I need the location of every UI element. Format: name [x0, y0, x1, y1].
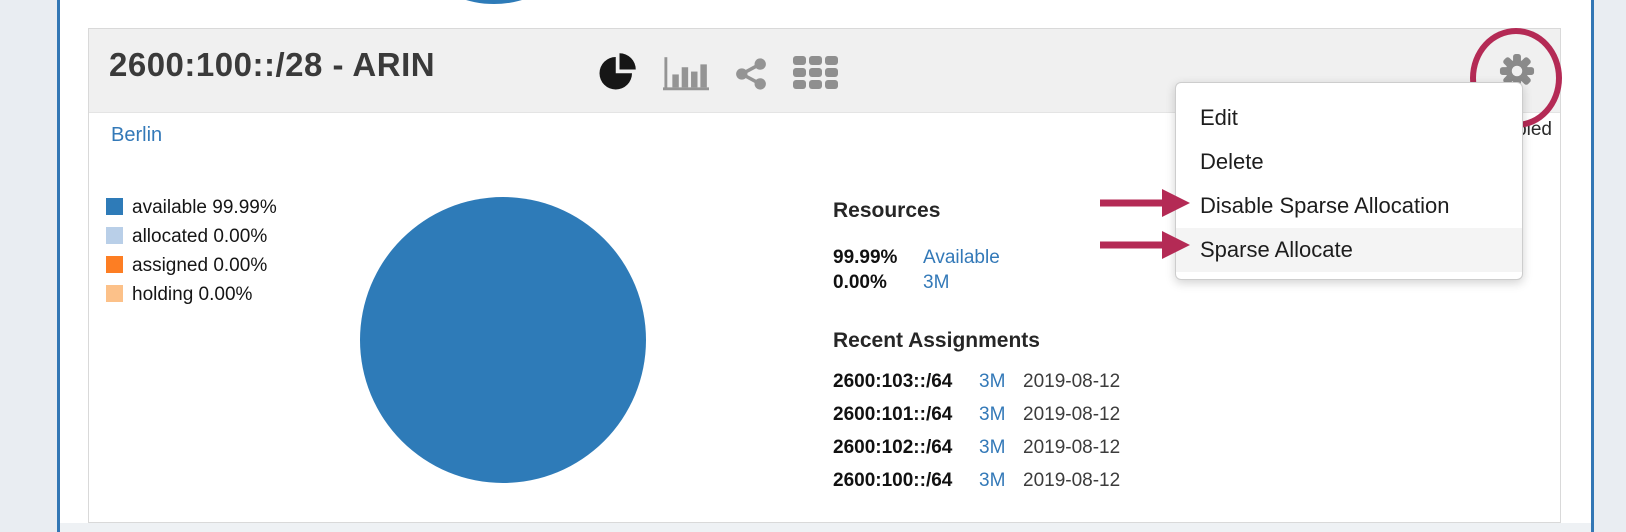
menu-item-disable-sparse-allocation[interactable]: Disable Sparse Allocation — [1200, 193, 1450, 218]
available-link[interactable]: Available — [923, 247, 1000, 268]
recent-assignments-list: 2600:103::/64 3M 2019-08-12 2600:101::/64 3… — [833, 371, 1120, 503]
resources-heading: Resources — [833, 199, 941, 222]
legend-item-allocated: allocated 0.00% — [106, 226, 277, 255]
region-link[interactable]: Berlin — [111, 124, 163, 146]
legend-label: holding 0.00% — [132, 284, 253, 305]
legend-item-available: available 99.99% — [106, 197, 277, 226]
menu-item-delete[interactable]: Delete — [1200, 149, 1264, 174]
legend-label: assigned 0.00% — [132, 255, 268, 276]
assignment-row: 2600:102::/64 3M 2019-08-12 — [833, 437, 1120, 470]
card-header: 2600:100::/28 - ARIN — [89, 29, 1560, 113]
assignment-block: 2600:100::/64 — [833, 470, 953, 491]
legend-item-holding: holding 0.00% — [106, 284, 277, 313]
resource-value: 99.99% — [833, 247, 898, 268]
resource-value: 0.00% — [833, 272, 887, 293]
pie-chart-view-icon[interactable] — [597, 52, 637, 97]
share-icon[interactable] — [734, 57, 768, 96]
assignment-date: 2019-08-12 — [1023, 371, 1121, 392]
assignment-row: 2600:100::/64 3M 2019-08-12 — [833, 470, 1120, 503]
recent-assignments-heading: Recent Assignments — [833, 329, 1040, 352]
annotation-arrow — [1100, 188, 1192, 223]
left-rail — [57, 0, 60, 532]
assignment-row: 2600:103::/64 3M 2019-08-12 — [833, 371, 1120, 404]
3m-link[interactable]: 3M — [979, 371, 1006, 392]
menu-item-edit[interactable]: Edit — [1200, 105, 1238, 130]
legend-swatch-allocated — [106, 227, 123, 244]
legend-swatch-available — [106, 198, 123, 215]
legend-label: allocated 0.00% — [132, 226, 268, 247]
gear-dropdown-menu: Edit Delete Disable Sparse Allocation Sp… — [1175, 82, 1523, 280]
pie-legend: available 99.99% allocated 0.00% assigne… — [106, 197, 277, 313]
assignment-date: 2019-08-12 — [1023, 470, 1121, 491]
previous-card-pie-bottom — [394, 0, 594, 4]
resource-row: 99.99% Available — [833, 247, 1000, 269]
bar-chart-view-icon[interactable] — [663, 55, 709, 96]
menu-item-sparse-allocate[interactable]: Sparse Allocate — [1176, 228, 1522, 272]
3m-link[interactable]: 3M — [979, 437, 1006, 458]
assignment-date: 2019-08-12 — [1023, 404, 1121, 425]
grid-view-icon[interactable] — [793, 56, 838, 94]
utilization-pie-chart — [360, 197, 646, 483]
card-gap-strip — [60, 523, 1591, 532]
legend-label: available 99.99% — [132, 197, 277, 218]
legend-swatch-holding — [106, 285, 123, 302]
assignment-row: 2600:101::/64 3M 2019-08-12 — [833, 404, 1120, 437]
resource-row: 0.00% 3M — [833, 272, 949, 294]
right-rail — [1591, 0, 1594, 532]
3m-link[interactable]: 3M — [979, 404, 1006, 425]
assignment-block: 2600:103::/64 — [833, 371, 953, 392]
assignment-block: 2600:101::/64 — [833, 404, 953, 425]
3m-link[interactable]: 3M — [979, 470, 1006, 491]
3m-link[interactable]: 3M — [923, 272, 950, 293]
assignment-block: 2600:102::/64 — [833, 437, 953, 458]
legend-item-assigned: assigned 0.00% — [106, 255, 277, 284]
legend-swatch-assigned — [106, 256, 123, 273]
annotation-arrow — [1100, 230, 1192, 265]
block-title: 2600:100::/28 - ARIN — [109, 46, 436, 83]
assignment-date: 2019-08-12 — [1023, 437, 1121, 458]
